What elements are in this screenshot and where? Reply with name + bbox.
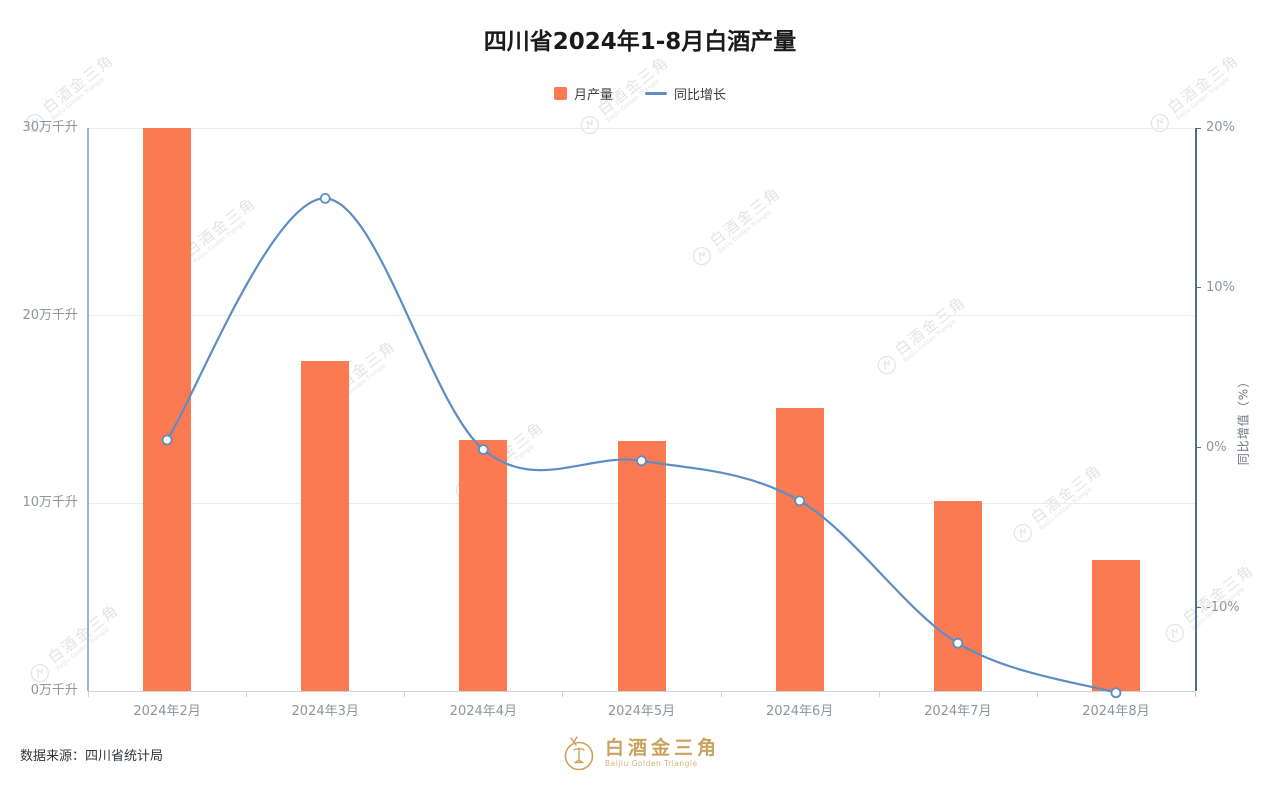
x-axis-label: 2024年4月 [449,704,518,719]
x-axis-label: 2024年8月 [1082,704,1150,719]
footer-logo-cn: 白酒金三角 [604,736,721,759]
y-axis-label-left: 0万千升 [30,683,78,698]
x-axis-label: 2024年2月 [133,704,201,719]
x-axis-label: 2024年7月 [924,704,992,719]
gridline [88,127,1195,129]
bar[interactable] [933,501,982,691]
right-axis-tick [1195,447,1201,449]
x-axis-tick [404,692,406,697]
bar[interactable] [459,439,508,691]
footer-logo: 白酒金三角 Baijiu Golden Triangle [560,733,720,773]
watermark-logo-icon [1150,113,1169,132]
legend-label-line: 同比增长 [674,88,727,103]
baijiu-golden-triangle-logo-icon [564,736,594,771]
x-axis-label: 2024年3月 [291,704,359,719]
right-axis-tick [1195,607,1201,609]
y-axis-line-right [1195,128,1197,691]
y-axis-label-right: 20% [1206,120,1235,135]
watermark-logo-icon [25,113,44,132]
bar[interactable] [301,360,350,691]
watermark: 白酒金三角 Baijiu Golden Triangle [19,51,121,138]
x-axis-line [88,691,1195,692]
watermark: 白酒金三角 Baijiu Golden Triangle [24,601,126,688]
bar[interactable] [143,128,192,691]
x-axis-tick [878,692,880,697]
watermark: 白酒金三角 Baijiu Golden Triangle [686,184,788,271]
x-axis-tick [246,692,248,697]
x-axis-tick [1195,692,1196,697]
line-legend-swatch [645,92,667,95]
watermark-logo-icon [1013,523,1032,542]
gridline [88,315,1195,317]
x-axis-label: 2024年6月 [765,704,834,719]
watermark: 白酒金三角 Baijiu Golden Triangle [1159,561,1261,648]
legend-item-monthly-output[interactable]: 月产量 [553,84,613,103]
bar[interactable] [1091,559,1140,691]
right-axis-tick [1195,287,1201,289]
watermark-logo-icon [580,115,599,134]
x-axis-tick [720,692,722,697]
watermark: 白酒金三角 Baijiu Golden Triangle [1007,461,1109,548]
legend-label-bar: 月产量 [573,88,613,103]
bar[interactable] [617,441,666,691]
data-source: 数据来源：四川省统计局 [20,749,164,764]
y-axis-label-left: 20万千升 [22,307,78,323]
x-axis-tick [88,692,89,697]
footer-logo-en: Baijiu Golden Triangle [604,758,698,768]
y-axis-label-left: 10万千升 [22,495,78,511]
bar[interactable] [775,407,824,691]
legend: 月产量 同比增长 [0,84,1280,103]
right-axis-title: 同比增值（%） [1236,374,1251,466]
y-axis-line-left [87,128,89,691]
y-axis-label-right: 0% [1206,439,1227,455]
line-marker[interactable] [319,192,331,204]
watermark-logo-icon [1165,623,1184,642]
watermark-logo-icon [877,355,896,374]
x-axis-label: 2024年5月 [607,704,676,719]
x-axis-tick [1036,692,1038,697]
watermark-logo-icon [30,663,49,682]
right-axis-tick [1195,127,1201,129]
y-axis-label-right: -10% [1206,599,1240,615]
watermark-logo-icon [692,246,711,265]
x-axis-tick [562,692,564,697]
bar-legend-swatch [553,87,567,100]
watermark: 白酒金三角 Baijiu Golden Triangle [871,293,973,380]
y-axis-label-right: 10% [1206,279,1235,295]
legend-item-yoy-growth[interactable]: 同比增长 [645,84,726,103]
y-axis-label-left: 30万千升 [22,120,78,135]
page-title: 四川省2024年1-8月白酒产量 [483,29,797,55]
watermark: 白酒金三角 Baijiu Golden Triangle [574,53,676,140]
